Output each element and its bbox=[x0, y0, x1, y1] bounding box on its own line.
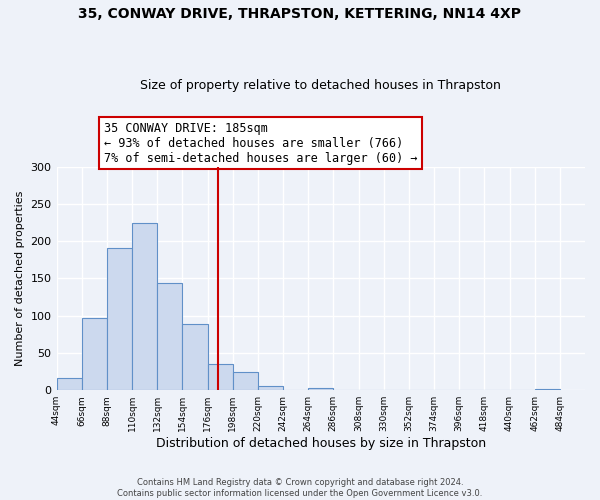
Bar bbox=[308, 388, 334, 390]
Y-axis label: Number of detached properties: Number of detached properties bbox=[15, 191, 25, 366]
Text: Contains HM Land Registry data © Crown copyright and database right 2024.
Contai: Contains HM Land Registry data © Crown c… bbox=[118, 478, 482, 498]
Bar bbox=[208, 364, 233, 390]
Bar bbox=[182, 324, 208, 390]
Bar bbox=[132, 222, 157, 390]
Bar bbox=[157, 283, 182, 390]
Bar bbox=[258, 386, 283, 390]
Bar bbox=[82, 318, 107, 390]
Bar bbox=[535, 388, 560, 390]
Bar bbox=[107, 248, 132, 390]
Bar bbox=[56, 378, 82, 390]
X-axis label: Distribution of detached houses by size in Thrapston: Distribution of detached houses by size … bbox=[156, 437, 486, 450]
Text: 35 CONWAY DRIVE: 185sqm
← 93% of detached houses are smaller (766)
7% of semi-de: 35 CONWAY DRIVE: 185sqm ← 93% of detache… bbox=[104, 122, 418, 164]
Title: Size of property relative to detached houses in Thrapston: Size of property relative to detached ho… bbox=[140, 79, 501, 92]
Text: 35, CONWAY DRIVE, THRAPSTON, KETTERING, NN14 4XP: 35, CONWAY DRIVE, THRAPSTON, KETTERING, … bbox=[79, 8, 521, 22]
Bar bbox=[233, 372, 258, 390]
